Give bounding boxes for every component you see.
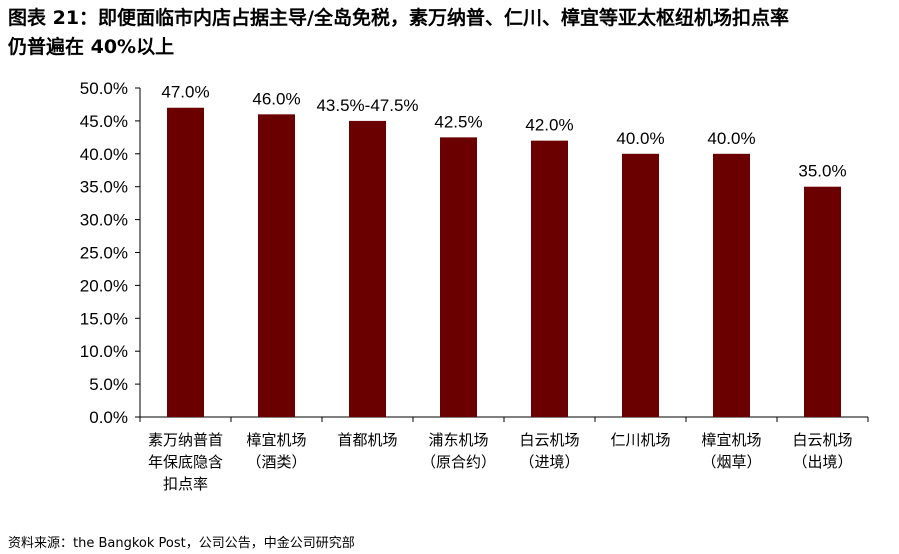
- x-category-label: 白云机场 （进境）: [519, 431, 579, 471]
- x-category-label-line: 素万纳普首: [148, 431, 223, 449]
- x-category-label-line: （原合约）: [421, 453, 496, 471]
- bar: [531, 140, 568, 417]
- x-category-label: 樟宜机场 （烟草）: [701, 431, 761, 471]
- x-category-label-line: 樟宜机场: [246, 431, 306, 449]
- x-category-label-line: 樟宜机场: [701, 431, 761, 449]
- y-tick-label: 0.0%: [89, 408, 128, 427]
- bar: [622, 153, 659, 418]
- figure-title-line-1: 图表 21：即便面临市内店占据主导/全岛免税，素万纳普、仁川、樟宜等亚太枢纽机场…: [8, 7, 789, 29]
- data-label: 43.5%-47.5%: [316, 96, 418, 115]
- y-tick-label: 45.0%: [80, 112, 128, 131]
- x-category-label: 樟宜机场 （酒类）: [246, 431, 306, 471]
- bar: [258, 114, 295, 417]
- x-category-label-line: （酒类）: [246, 453, 306, 471]
- x-category-label: 白云机场 （出境）: [792, 431, 852, 471]
- x-category-label-line: （烟草）: [701, 453, 761, 471]
- bar: [804, 186, 841, 417]
- x-category-label-line: 白云机场: [792, 431, 852, 449]
- data-label: 47.0%: [161, 83, 209, 102]
- x-category-label-line: 扣点率: [163, 475, 208, 493]
- y-tick-label: 20.0%: [80, 276, 128, 295]
- y-tick-label: 30.0%: [80, 211, 128, 230]
- x-category-label-line: 仁川机场: [610, 431, 670, 449]
- y-tick-label: 10.0%: [80, 342, 128, 361]
- x-category-label: 浦东机场 （原合约）: [421, 431, 496, 471]
- x-category-label-line: 年保底隐含: [148, 453, 223, 471]
- data-label: 42.0%: [525, 116, 573, 135]
- data-label: 40.0%: [707, 129, 755, 148]
- y-tick-label: 5.0%: [89, 375, 128, 394]
- figure-title: 图表 21：即便面临市内店占据主导/全岛免税，素万纳普、仁川、樟宜等亚太枢纽机场…: [8, 4, 898, 62]
- data-label: 35.0%: [798, 162, 846, 181]
- data-label: 46.0%: [252, 89, 300, 108]
- x-category-label-line: 首都机场: [337, 431, 397, 449]
- source-note: 资料来源：the Bangkok Post，公司公告，中金公司研究部: [8, 536, 355, 551]
- x-category-label: 仁川机场: [610, 431, 670, 449]
- bar-chart: 0.0% 5.0% 10.0% 15.0% 20.0% 25.0% 30.0% 35.0% 40…: [80, 79, 869, 493]
- x-category-label: 素万纳普首年保底隐含扣点率: [148, 431, 223, 493]
- x-category-label: 首都机场: [337, 431, 397, 449]
- bar: [440, 137, 477, 417]
- x-category-label-line: 浦东机场: [428, 431, 488, 449]
- y-tick-label: 25.0%: [80, 244, 128, 263]
- x-category-label-line: （出境）: [792, 453, 852, 471]
- bar: [349, 120, 386, 418]
- figure-title-line-2: 仍普遍在 40%以上: [8, 36, 175, 58]
- y-tick-label: 15.0%: [80, 309, 128, 328]
- y-tick-label: 50.0%: [80, 79, 128, 98]
- bar: [713, 153, 750, 418]
- data-label: 40.0%: [616, 129, 664, 148]
- x-category-label-line: 白云机场: [519, 431, 579, 449]
- y-tick-label: 35.0%: [80, 178, 128, 197]
- bar: [167, 107, 204, 418]
- x-category-label-line: （进境）: [519, 453, 579, 471]
- y-tick-label: 40.0%: [80, 145, 128, 164]
- data-label: 42.5%: [434, 112, 482, 131]
